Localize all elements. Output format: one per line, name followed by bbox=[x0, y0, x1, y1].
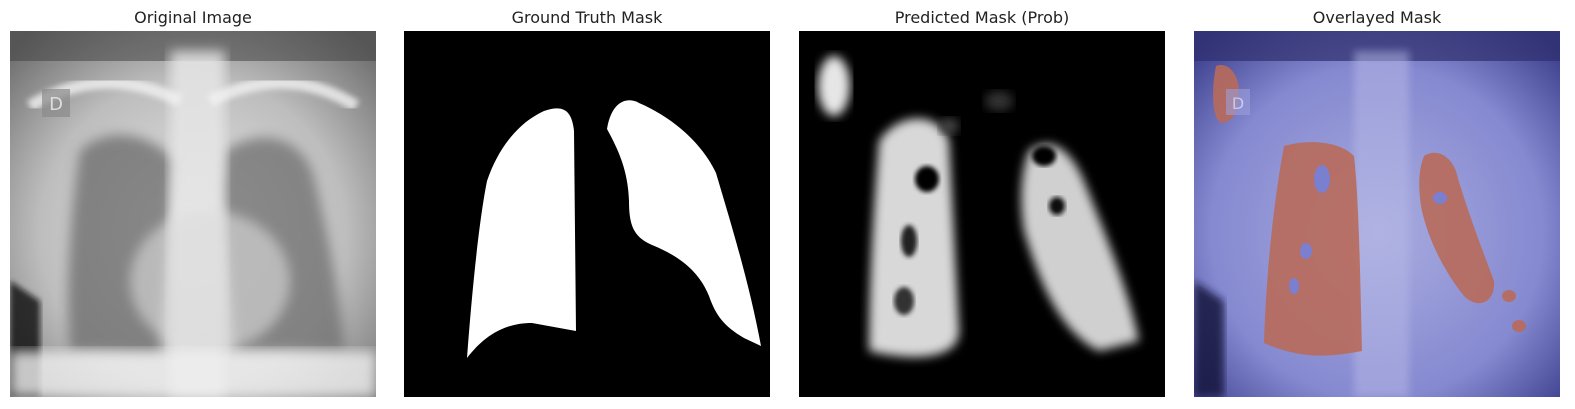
panel-overlayed-mask: Overlayed Mask bbox=[1194, 0, 1560, 409]
ground-truth-mask-image bbox=[404, 31, 770, 397]
panel-title: Predicted Mask (Prob) bbox=[894, 8, 1070, 27]
overlay-image: D bbox=[1194, 31, 1560, 397]
panel-original-image: Original Image D bbox=[10, 0, 376, 409]
predicted-probability-image bbox=[799, 31, 1165, 397]
panel-title: Overlayed Mask bbox=[1312, 8, 1442, 27]
panel-ground-truth-mask: Ground Truth Mask bbox=[404, 0, 770, 409]
panel-title: Ground Truth Mask bbox=[511, 8, 663, 27]
panel-title: Original Image bbox=[134, 8, 252, 27]
film-marker-label: D bbox=[1232, 94, 1244, 113]
panel-predicted-mask: Predicted Mask (Prob) bbox=[799, 0, 1165, 409]
film-marker-label: D bbox=[49, 94, 63, 115]
original-xray-image: D bbox=[10, 31, 376, 397]
